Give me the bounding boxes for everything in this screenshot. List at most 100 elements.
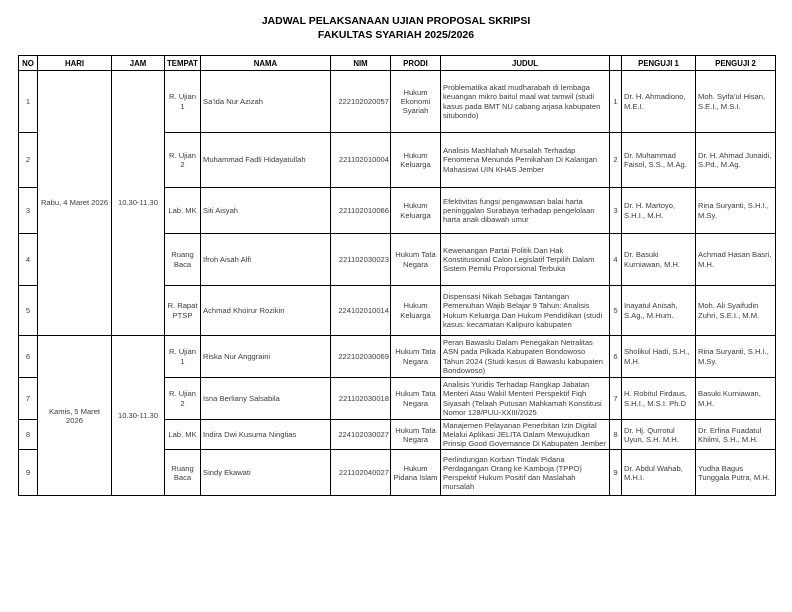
cell-judul: Kewenangan Partai Politik Dan Hak Konsti… — [440, 233, 610, 286]
cell-nama: Sa’ida Nur Azizah — [200, 70, 331, 133]
header-hari: HARI — [37, 55, 112, 71]
cell-no: 5 — [18, 285, 38, 336]
cell-penguji2: Dr. Erfina Fuadatul Khilmi, S.H., M.H. — [695, 418, 776, 451]
cell-judul: Perlindungan Korban Tindak Pidana Perdag… — [440, 449, 610, 497]
cell-penguji2: Dr. H. Ahmad Junaidi, S.Pd., M.Ag. — [695, 132, 776, 188]
table-row: 9 Ruang Baca Sindy Ekawati 221102040027 … — [18, 449, 776, 497]
cell-nim: 221102030023 — [330, 233, 391, 286]
cell-no: 6 — [18, 335, 38, 378]
table-row: 2 R. Ujian 2 Muhammad Fadli Hidayatullah… — [18, 132, 776, 188]
table-header-row: NO HARI JAM TEMPAT NAMA NIM PRODI JUDUL … — [18, 55, 776, 71]
cell-num: 6 — [609, 335, 622, 378]
cell-jam-group2: 10.30-11.30 — [111, 334, 165, 497]
cell-penguji1: Sholikul Hadi, S.H., M.H. — [621, 335, 696, 378]
cell-nama: Indira Dwi Kusuma Ningtias — [200, 418, 331, 451]
table-row: 7 R. Ujian 2 Isna Berliany Salsabila 221… — [18, 377, 776, 420]
cell-judul: Analisis Mashlahah Mursalah Terhadap Fen… — [440, 132, 610, 188]
cell-tempat: R. Ujian 1 — [164, 70, 201, 133]
cell-nim: 222102030069 — [330, 335, 391, 378]
cell-nim: 221102040027 — [330, 449, 391, 497]
cell-nama: Sindy Ekawati — [200, 449, 331, 497]
cell-tempat: R. Ujian 1 — [164, 335, 201, 378]
table-row: 6 Kamis, 5 Maret 2026 10.30-11.30 R. Uji… — [18, 334, 776, 497]
header-no: NO — [18, 55, 38, 71]
cell-prodi: Hukum Keluarga — [390, 187, 441, 234]
cell-prodi: Hukum Tata Negara — [390, 335, 441, 378]
cell-tempat: Ruang Baca — [164, 233, 201, 286]
cell-penguji1: Dr. H. Martoyo, S.H.I., M.H. — [621, 187, 696, 234]
cell-tempat: Lab. MK — [164, 187, 201, 234]
cell-judul: Peran Bawaslu Dalam Penegakan Netralitas… — [440, 335, 610, 378]
cell-no: 8 — [18, 418, 38, 451]
cell-nama: Riska Nur Anggraini — [200, 335, 331, 378]
table-row: 1 Rabu, 4 Maret 2026 10.30-11.30 R. Ujia… — [18, 70, 776, 336]
cell-judul: Analisis Yuridis Terhadap Rangkap Jabata… — [440, 377, 610, 420]
header-judul: JUDUL — [440, 55, 610, 71]
cell-no: 3 — [18, 187, 38, 234]
cell-penguji1: Inayatul Anisah, S.Ag., M.Hum. — [621, 285, 696, 336]
cell-num: 7 — [609, 377, 622, 420]
cell-nama: Siti Aisyah — [200, 187, 331, 234]
cell-num: 1 — [609, 70, 622, 133]
table-row: 5 R. Rapat PTSP Achmad Khoirur Rozikin 2… — [18, 285, 776, 336]
schedule-table: NO HARI JAM TEMPAT NAMA NIM PRODI JUDUL … — [18, 55, 776, 497]
cell-tempat: Lab. MK — [164, 418, 201, 451]
cell-tempat: R. Rapat PTSP — [164, 285, 201, 336]
cell-hari-group2: Kamis, 5 Maret 2026 — [37, 334, 112, 497]
cell-penguji2: Basuki Kurniawan, M.H. — [695, 377, 776, 420]
cell-prodi: Hukum Tata Negara — [390, 377, 441, 420]
cell-num: 8 — [609, 418, 622, 451]
cell-no: 4 — [18, 233, 38, 286]
cell-judul: Problematika akad mudharabah di lembaga … — [440, 70, 610, 133]
title-line-1: JADWAL PELAKSANAAN UJIAN PROPOSAL SKRIPS… — [261, 15, 531, 27]
title-line-2: FAKULTAS SYARIAH 2025/2026 — [317, 28, 475, 41]
cell-penguji2: Rina Suryanti, S.H.I., M.Sy. — [695, 335, 776, 378]
cell-no: 9 — [18, 449, 38, 497]
cell-num: 5 — [609, 285, 622, 336]
cell-penguji2: Yudha Bagus Tunggala Putra, M.H. — [695, 449, 776, 497]
cell-nama: Isna Berliany Salsabila — [200, 377, 331, 420]
cell-penguji1: Dr. H. Ahmadiono, M.E.I. — [621, 70, 696, 133]
header-penguji2: PENGUJI 2 — [695, 55, 776, 71]
cell-tempat: R. Ujian 2 — [164, 132, 201, 188]
cell-penguji1: H. Robitul Firdaus, S.H.I., M.S.I. Ph.D — [621, 377, 696, 420]
header-penguji1: PENGUJI 1 — [621, 55, 696, 71]
cell-nim: 222102020057 — [330, 70, 391, 133]
cell-penguji2: Rina Suryanti, S.H.I., M.Sy. — [695, 187, 776, 234]
cell-no: 2 — [18, 132, 38, 188]
cell-nim: 224102030027 — [330, 418, 391, 451]
cell-nama: Ifroh Aisah Alfi — [200, 233, 331, 286]
header-tempat: TEMPAT — [164, 55, 201, 71]
cell-penguji1: Dr. Basuki Kurniawan, M.H. — [621, 233, 696, 286]
cell-prodi: Hukum Keluarga — [390, 285, 441, 336]
cell-judul: Manajemen Pelayanan Penerbitan Izin Digi… — [440, 418, 610, 451]
cell-num: 3 — [609, 187, 622, 234]
cell-no: 7 — [18, 377, 38, 420]
cell-penguji1: Dr. Muhammad Faisol, S.S., M.Ag. — [621, 132, 696, 188]
cell-num: 4 — [609, 233, 622, 286]
header-nim: NIM — [330, 55, 391, 71]
cell-prodi: Hukum Tata Negara — [390, 233, 441, 286]
cell-penguji2: Achmad Hasan Basri, M.H. — [695, 233, 776, 286]
cell-prodi: Hukum Keluarga — [390, 132, 441, 188]
cell-num: 9 — [609, 449, 622, 497]
cell-nama: Achmad Khoirur Rozikin — [200, 285, 331, 336]
table-row: 3 Lab. MK Siti Aisyah 221102010066 Hukum… — [18, 187, 776, 234]
header-jam: JAM — [111, 55, 165, 71]
cell-prodi: Hukum Tata Negara — [390, 418, 441, 451]
cell-nim: 221102030018 — [330, 377, 391, 420]
cell-penguji1: Dr. Hj. Qurrotul Uyun, S.H. M.H. — [621, 418, 696, 451]
header-nama: NAMA — [200, 55, 331, 71]
cell-tempat: R. Ujian 2 — [164, 377, 201, 420]
cell-nim: 221102010004 — [330, 132, 391, 188]
cell-penguji2: Moh. Syifa’ul Hisan, S.E.I., M.S.I. — [695, 70, 776, 133]
cell-hari-group1: Rabu, 4 Maret 2026 — [37, 70, 112, 336]
cell-tempat: Ruang Baca — [164, 449, 201, 497]
table-row: 8 Lab. MK Indira Dwi Kusuma Ningtias 224… — [18, 418, 776, 451]
cell-jam-group1: 10.30-11.30 — [111, 70, 165, 336]
cell-nim: 224102010014 — [330, 285, 391, 336]
cell-no: 1 — [18, 70, 38, 133]
header-prodi: PRODI — [390, 55, 441, 71]
cell-prodi: Hukum Pidana Islam — [390, 449, 441, 497]
